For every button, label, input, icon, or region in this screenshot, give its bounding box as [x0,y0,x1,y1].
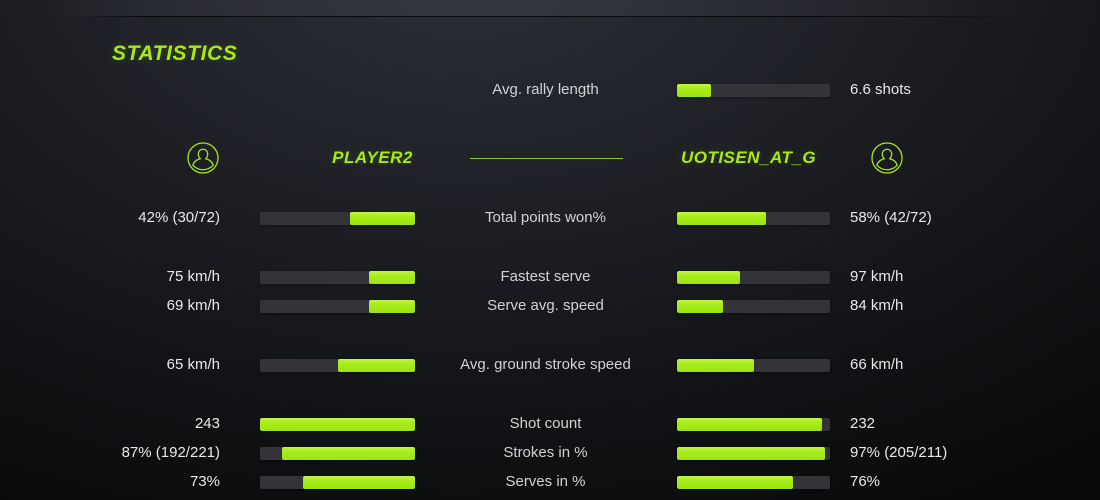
stat-bar-right-fill [677,271,740,284]
stat-value-left: 73% [189,473,220,490]
stat-row-strokes-in: 87% (192/221) Strokes in % 97% (205/211) [0,439,1100,467]
stat-label: Fastest serve [500,268,591,285]
rally-length-label: Avg. rally length [492,81,599,98]
stat-value-right: 97% (205/211) [850,444,948,461]
stat-value-right: 76% [850,473,881,490]
stat-row-shot-count: 243 Shot count 232 [0,410,1100,438]
stat-bar-left-fill [281,447,415,460]
stat-bar-left [260,212,415,225]
stat-label: Strokes in % [503,444,588,461]
stat-bar-right [677,447,830,460]
stat-bar-left [260,476,415,489]
stat-bar-right [677,418,830,431]
stat-value-left: 75 km/h [166,268,220,285]
stat-bar-right-fill [677,212,766,225]
stat-row-serves-in: 73% Serves in % 76% [0,468,1100,496]
stat-bar-left [260,447,415,460]
stat-value-right: 58% (42/72) [850,209,932,226]
page-title: STATISTICS [112,42,238,65]
stat-label: Serves in % [505,473,586,490]
stat-value-right: 97 km/h [850,268,904,285]
stat-bar-right-fill [677,418,823,431]
stat-label: Avg. ground stroke speed [460,356,631,373]
stat-bar-right-fill [677,300,723,313]
stat-bar-left-fill [349,212,415,225]
stat-bar-left [260,300,415,313]
stat-value-left: 42% (30/72) [138,209,220,226]
stat-label: Total points won% [485,209,606,226]
stat-bar-left [260,359,415,372]
stat-bar-left [260,418,415,431]
stat-bar-right-fill [677,476,794,489]
stat-value-left: 69 km/h [166,297,220,314]
stat-row-fastest-serve: 75 km/h Fastest serve 97 km/h [0,263,1100,291]
stat-bar-left-fill [368,271,415,284]
stat-row-serve-avg-speed: 69 km/h Serve avg. speed 84 km/h [0,292,1100,320]
top-strip [0,0,1100,16]
stat-bar-right [677,476,830,489]
stat-bar-right [677,359,830,372]
stat-row-ground-stroke-speed: 65 km/h Avg. ground stroke speed 66 km/h [0,351,1100,379]
stat-bar-left-fill [337,359,415,372]
user-icon [186,141,220,175]
rally-length-bar-fill [677,84,711,97]
stat-row-total-points: 42% (30/72) Total points won% 58% (42/72… [0,204,1100,232]
stat-bar-right [677,300,830,313]
player-name-left: PLAYER2 [332,148,413,167]
stat-value-left: 243 [194,415,220,432]
stat-bar-right [677,271,830,284]
stat-value-left: 87% (192/221) [121,444,220,461]
stat-bar-left-fill [303,476,415,489]
stat-bar-left-fill [260,418,415,431]
stat-value-right: 84 km/h [850,297,904,314]
stat-bar-right-fill [677,447,826,460]
rally-length-row: Avg. rally length 6.6 shots [0,76,1100,104]
players-header: PLAYER2 UOTISEN_AT_G [0,136,1100,180]
stat-bar-left [260,271,415,284]
rally-length-bar [677,84,830,97]
rally-length-value: 6.6 shots [850,81,911,98]
stat-bar-left-fill [368,300,415,313]
stat-label: Serve avg. speed [487,297,604,314]
vs-divider-line [470,158,623,159]
stat-value-right: 232 [850,415,876,432]
player-name-right: UOTISEN_AT_G [680,148,817,167]
stat-bar-right-fill [677,359,754,372]
top-seam-divider [0,16,1100,17]
stat-value-right: 66 km/h [850,356,904,373]
stat-bar-right [677,212,830,225]
stat-label: Shot count [509,415,582,432]
user-icon [870,141,904,175]
stat-value-left: 65 km/h [166,356,220,373]
